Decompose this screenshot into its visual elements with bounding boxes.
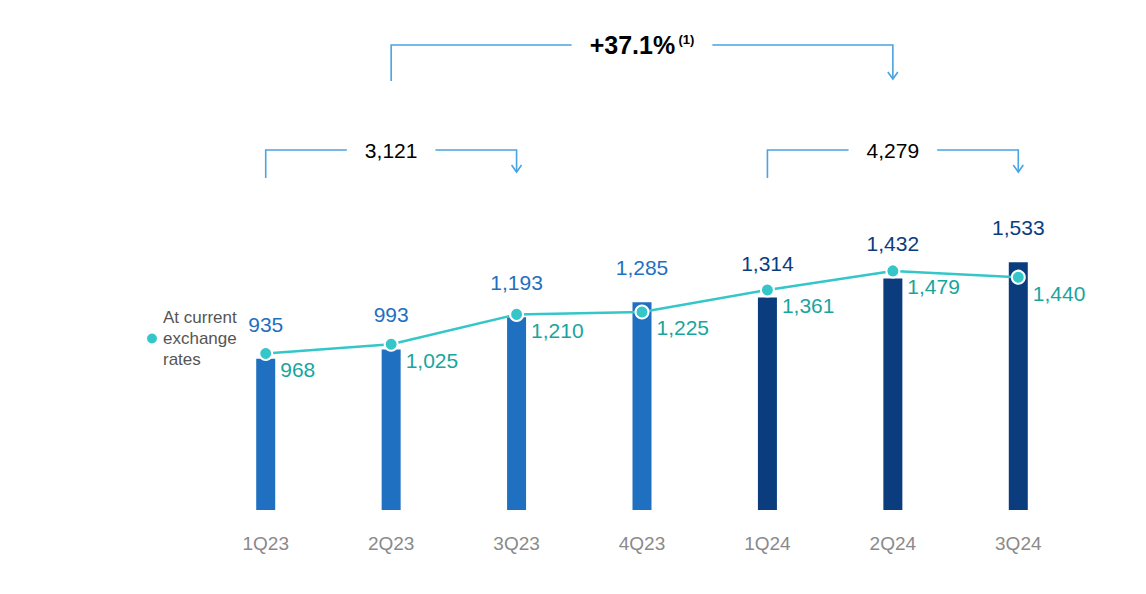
svg-text:1,225: 1,225: [657, 316, 710, 339]
svg-text:1,479: 1,479: [907, 275, 960, 298]
svg-text:(1): (1): [678, 32, 694, 47]
svg-text:3Q24: 3Q24: [995, 533, 1042, 554]
svg-text:1,432: 1,432: [867, 232, 920, 255]
svg-text:+37.1%: +37.1%: [590, 31, 676, 59]
svg-text:1,210: 1,210: [531, 319, 584, 342]
svg-text:3Q23: 3Q23: [493, 533, 539, 554]
svg-text:2Q24: 2Q24: [870, 533, 917, 554]
svg-text:4Q23: 4Q23: [619, 533, 665, 554]
svg-text:At current: At current: [163, 308, 241, 327]
svg-text:935: 935: [248, 313, 283, 336]
svg-text:1,285: 1,285: [616, 256, 669, 279]
svg-text:1,025: 1,025: [406, 349, 459, 372]
svg-text:1Q23: 1Q23: [242, 533, 288, 554]
svg-text:1Q24: 1Q24: [744, 533, 791, 554]
svg-text:1,361: 1,361: [782, 294, 835, 317]
svg-text:993: 993: [374, 303, 409, 326]
svg-text:1,193: 1,193: [490, 271, 543, 294]
svg-text:4,279: 4,279: [867, 139, 920, 162]
svg-text:968: 968: [280, 358, 315, 381]
svg-text:rates: rates: [163, 350, 201, 369]
svg-text:1,533: 1,533: [992, 216, 1045, 239]
svg-text:3,121: 3,121: [365, 139, 418, 162]
svg-text:exchange: exchange: [163, 329, 241, 348]
svg-text:1,440: 1,440: [1033, 282, 1086, 305]
svg-text:2Q23: 2Q23: [368, 533, 414, 554]
svg-text:1,314: 1,314: [741, 252, 794, 275]
